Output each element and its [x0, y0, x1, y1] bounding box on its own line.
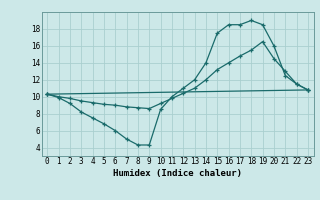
X-axis label: Humidex (Indice chaleur): Humidex (Indice chaleur) [113, 169, 242, 178]
